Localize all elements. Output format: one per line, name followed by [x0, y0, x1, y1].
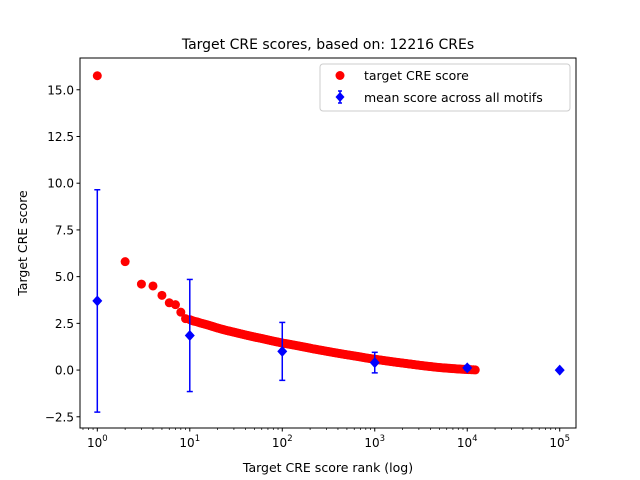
y-tick-label: 5.0 [55, 270, 74, 284]
legend-marker-red-circle [335, 71, 345, 80]
data-point-mean-score [277, 345, 288, 357]
data-point-mean-score [369, 357, 380, 369]
x-tick-label: 100 [87, 434, 108, 450]
axes-frame [79, 57, 577, 429]
data-point-target-cre-score [148, 281, 158, 291]
x-tick-label: 104 [457, 434, 478, 450]
y-tick-label: 0.0 [55, 364, 74, 378]
data-point-target-cre-score [170, 300, 180, 310]
x-axis-label: Target CRE score rank (log) [242, 460, 413, 475]
data-point-target-cre-score [120, 257, 130, 267]
data-point-mean-score [554, 364, 565, 376]
y-tick-label: 7.5 [55, 223, 74, 237]
data-point-target-cre-score [157, 290, 167, 300]
plot-area [92, 71, 565, 413]
x-tick-label: 103 [364, 434, 385, 450]
data-point-mean-score [462, 362, 473, 374]
y-axis: −2.5 0.0 2.5 5.0 7.5 10.0 12.5 15.0 [45, 83, 80, 424]
data-point-target-cre-score [136, 279, 146, 289]
x-axis: 100 101 102 103 104 105 [82, 428, 570, 450]
legend-box [319, 63, 571, 112]
y-tick-label: 12.5 [47, 130, 74, 144]
x-tick-label: 105 [549, 434, 570, 450]
data-point-mean-score [184, 330, 195, 341]
y-axis-label: Target CRE score [15, 190, 30, 297]
series-target-cre-score [92, 71, 480, 375]
chart-title: Target CRE scores, based on: 12216 CREs [181, 37, 474, 53]
x-tick-label: 102 [272, 434, 293, 450]
data-point-mean-score [92, 295, 103, 307]
series-mean-score [92, 188, 565, 413]
legend-label-target-cre-score: target CRE score [364, 68, 469, 83]
legend: target CRE score mean score across all m… [319, 63, 571, 112]
y-tick-label: 2.5 [55, 317, 74, 331]
y-tick-label: −2.5 [45, 410, 74, 424]
data-point-target-cre-score [92, 71, 102, 81]
data-point-target-cre-score [176, 307, 186, 317]
y-tick-label: 10.0 [47, 177, 74, 191]
legend-label-mean-score: mean score across all motifs [364, 90, 543, 105]
legend-marker-blue-diamond [335, 92, 345, 102]
y-tick-label: 15.0 [47, 83, 74, 97]
x-tick-label: 101 [179, 434, 200, 450]
